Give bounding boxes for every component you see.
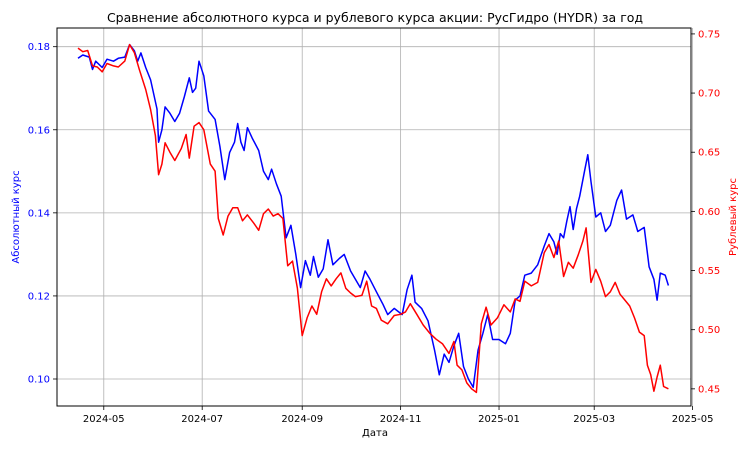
- y-axis-left-label: Абсолютный курс: [11, 170, 22, 263]
- x-tick-label: 2024-09: [281, 414, 323, 425]
- x-tick-label: 2025-03: [573, 414, 615, 425]
- y-left-tick-label: 0.14: [28, 208, 50, 219]
- x-tick-label: 2024-11: [380, 414, 422, 425]
- y-right-tick-label: 0.75: [698, 29, 720, 40]
- y-left-tick-label: 0.16: [28, 125, 50, 136]
- series-layer: [77, 43, 670, 394]
- x-axis-label: Дата: [362, 428, 388, 439]
- x-tick-label: 2024-07: [181, 414, 223, 425]
- x-tick-label: 2025-01: [478, 414, 520, 425]
- y-right-tick-label: 0.55: [698, 266, 720, 277]
- tick-layer: 2024-05 2024-07 2024-09 2024-11 2025-01 2025-…: [28, 29, 721, 425]
- y-right-tick-label: 0.45: [698, 384, 720, 395]
- series-line-ruble: [77, 43, 669, 394]
- x-tick-label: 2024-05: [83, 414, 125, 425]
- series-line-absolute: [77, 43, 670, 389]
- y-axis-right-label: Рублевый курс: [728, 178, 739, 256]
- grid: [57, 28, 694, 406]
- y-right-tick-label: 0.50: [698, 325, 720, 336]
- y-left-tick-label: 0.18: [28, 42, 50, 53]
- x-tick-label: 2025-05: [672, 414, 714, 425]
- y-left-tick-label: 0.10: [28, 375, 50, 386]
- y-right-tick-label: 0.60: [698, 207, 720, 218]
- y-right-tick-label: 0.65: [698, 148, 720, 159]
- y-right-tick-label: 0.70: [698, 89, 720, 100]
- plot-frame: [56, 27, 692, 407]
- chart-title: Сравнение абсолютного курса и рублевого …: [107, 10, 643, 25]
- y-left-tick-label: 0.12: [28, 291, 50, 302]
